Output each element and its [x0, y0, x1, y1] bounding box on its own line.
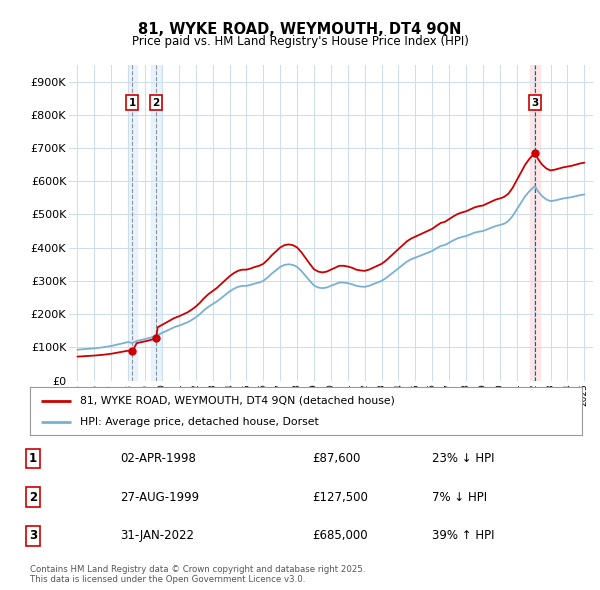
Text: £87,600: £87,600: [312, 452, 361, 465]
Bar: [151, 65, 161, 381]
Text: 31-JAN-2022: 31-JAN-2022: [120, 529, 194, 542]
Text: Contains HM Land Registry data © Crown copyright and database right 2025.
This d: Contains HM Land Registry data © Crown c…: [30, 565, 365, 584]
Text: 27-AUG-1999: 27-AUG-1999: [120, 490, 199, 504]
Text: 2: 2: [29, 490, 37, 504]
Text: 39% ↑ HPI: 39% ↑ HPI: [432, 529, 494, 542]
Text: 02-APR-1998: 02-APR-1998: [120, 452, 196, 465]
Text: 7% ↓ HPI: 7% ↓ HPI: [432, 490, 487, 504]
Text: 81, WYKE ROAD, WEYMOUTH, DT4 9QN (detached house): 81, WYKE ROAD, WEYMOUTH, DT4 9QN (detach…: [80, 395, 395, 405]
Bar: [128, 65, 137, 381]
Bar: [530, 65, 539, 381]
Text: 3: 3: [532, 98, 539, 108]
Text: Price paid vs. HM Land Registry's House Price Index (HPI): Price paid vs. HM Land Registry's House …: [131, 35, 469, 48]
Text: 81, WYKE ROAD, WEYMOUTH, DT4 9QN: 81, WYKE ROAD, WEYMOUTH, DT4 9QN: [139, 22, 461, 37]
Text: HPI: Average price, detached house, Dorset: HPI: Average price, detached house, Dors…: [80, 417, 319, 427]
Text: 3: 3: [29, 529, 37, 542]
Text: 23% ↓ HPI: 23% ↓ HPI: [432, 452, 494, 465]
Text: £685,000: £685,000: [312, 529, 368, 542]
Text: 1: 1: [129, 98, 136, 108]
Text: 1: 1: [29, 452, 37, 465]
Text: 2: 2: [152, 98, 160, 108]
Text: £127,500: £127,500: [312, 490, 368, 504]
